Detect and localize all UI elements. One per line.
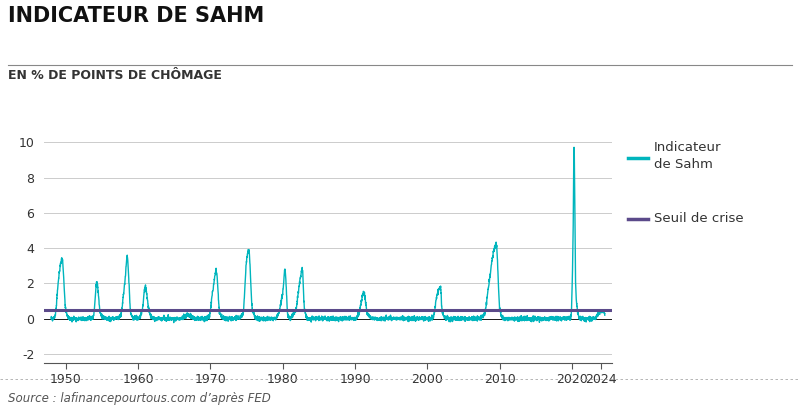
Text: INDICATEUR DE SAHM: INDICATEUR DE SAHM (8, 6, 264, 26)
Text: EN % DE POINTS DE CHÔMAGE: EN % DE POINTS DE CHÔMAGE (8, 69, 222, 82)
Text: Indicateur
de Sahm: Indicateur de Sahm (654, 141, 721, 171)
Text: Seuil de crise: Seuil de crise (654, 212, 743, 226)
Text: Source : lafinancepourtous.com d’après FED: Source : lafinancepourtous.com d’après F… (8, 392, 270, 405)
